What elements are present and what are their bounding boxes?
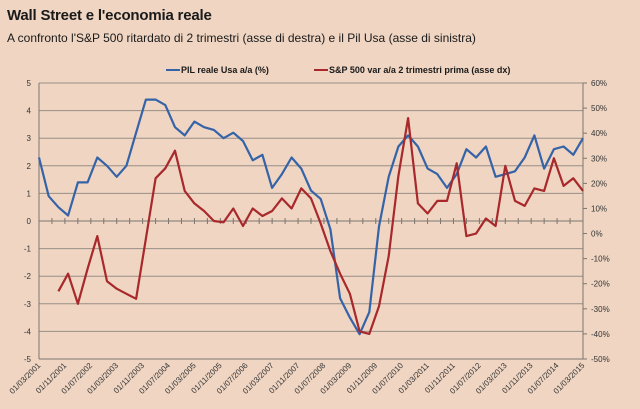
legend-pil-label: PIL reale Usa a/a (%) <box>181 65 269 75</box>
y-right-tick-label: -30% <box>591 305 610 314</box>
y-right-tick-label: 20% <box>591 179 607 188</box>
y-right-tick-label: -20% <box>591 280 610 289</box>
series-line-pil <box>37 98 584 336</box>
y-left-tick-label: -5 <box>24 355 32 364</box>
y-left-tick-label: 3 <box>27 134 32 143</box>
series-line-sp500 <box>57 116 584 335</box>
y-left-tick-label: 5 <box>27 79 32 88</box>
y-left-tick-label: -4 <box>24 327 32 336</box>
chart-title: Wall Street e l'economia reale <box>7 7 212 24</box>
y-right-tick-label: 40% <box>591 129 607 138</box>
y-right-tick-label: 10% <box>591 204 607 213</box>
y-right-tick-label: 0% <box>591 230 603 239</box>
legend-sp500-label: S&P 500 var a/a 2 trimestri prima (asse … <box>329 65 510 75</box>
y-left-tick-label: -2 <box>24 272 32 281</box>
y-right-tick-label: 50% <box>591 104 607 113</box>
y-left-tick-label: -3 <box>24 300 32 309</box>
y-left-tick-label: -1 <box>24 245 32 254</box>
y-right-tick-label: 60% <box>591 79 607 88</box>
chart-subtitle: A confronto l'S&P 500 ritardato di 2 tri… <box>7 31 476 45</box>
y-left-tick-label: 4 <box>27 107 32 116</box>
series-lines <box>37 98 584 336</box>
y-right-tick-label: -10% <box>591 255 610 264</box>
y-left-tick-label: 1 <box>27 189 32 198</box>
y-right-tick-label: -40% <box>591 330 610 339</box>
legend: PIL reale Usa a/a (%) S&P 500 var a/a 2 … <box>166 65 510 75</box>
y-left-tick-label: 2 <box>27 162 32 171</box>
y-left-tick-label: 0 <box>27 217 32 226</box>
y-right-tick-label: 30% <box>591 154 607 163</box>
y-right-tick-label: -50% <box>591 355 610 364</box>
